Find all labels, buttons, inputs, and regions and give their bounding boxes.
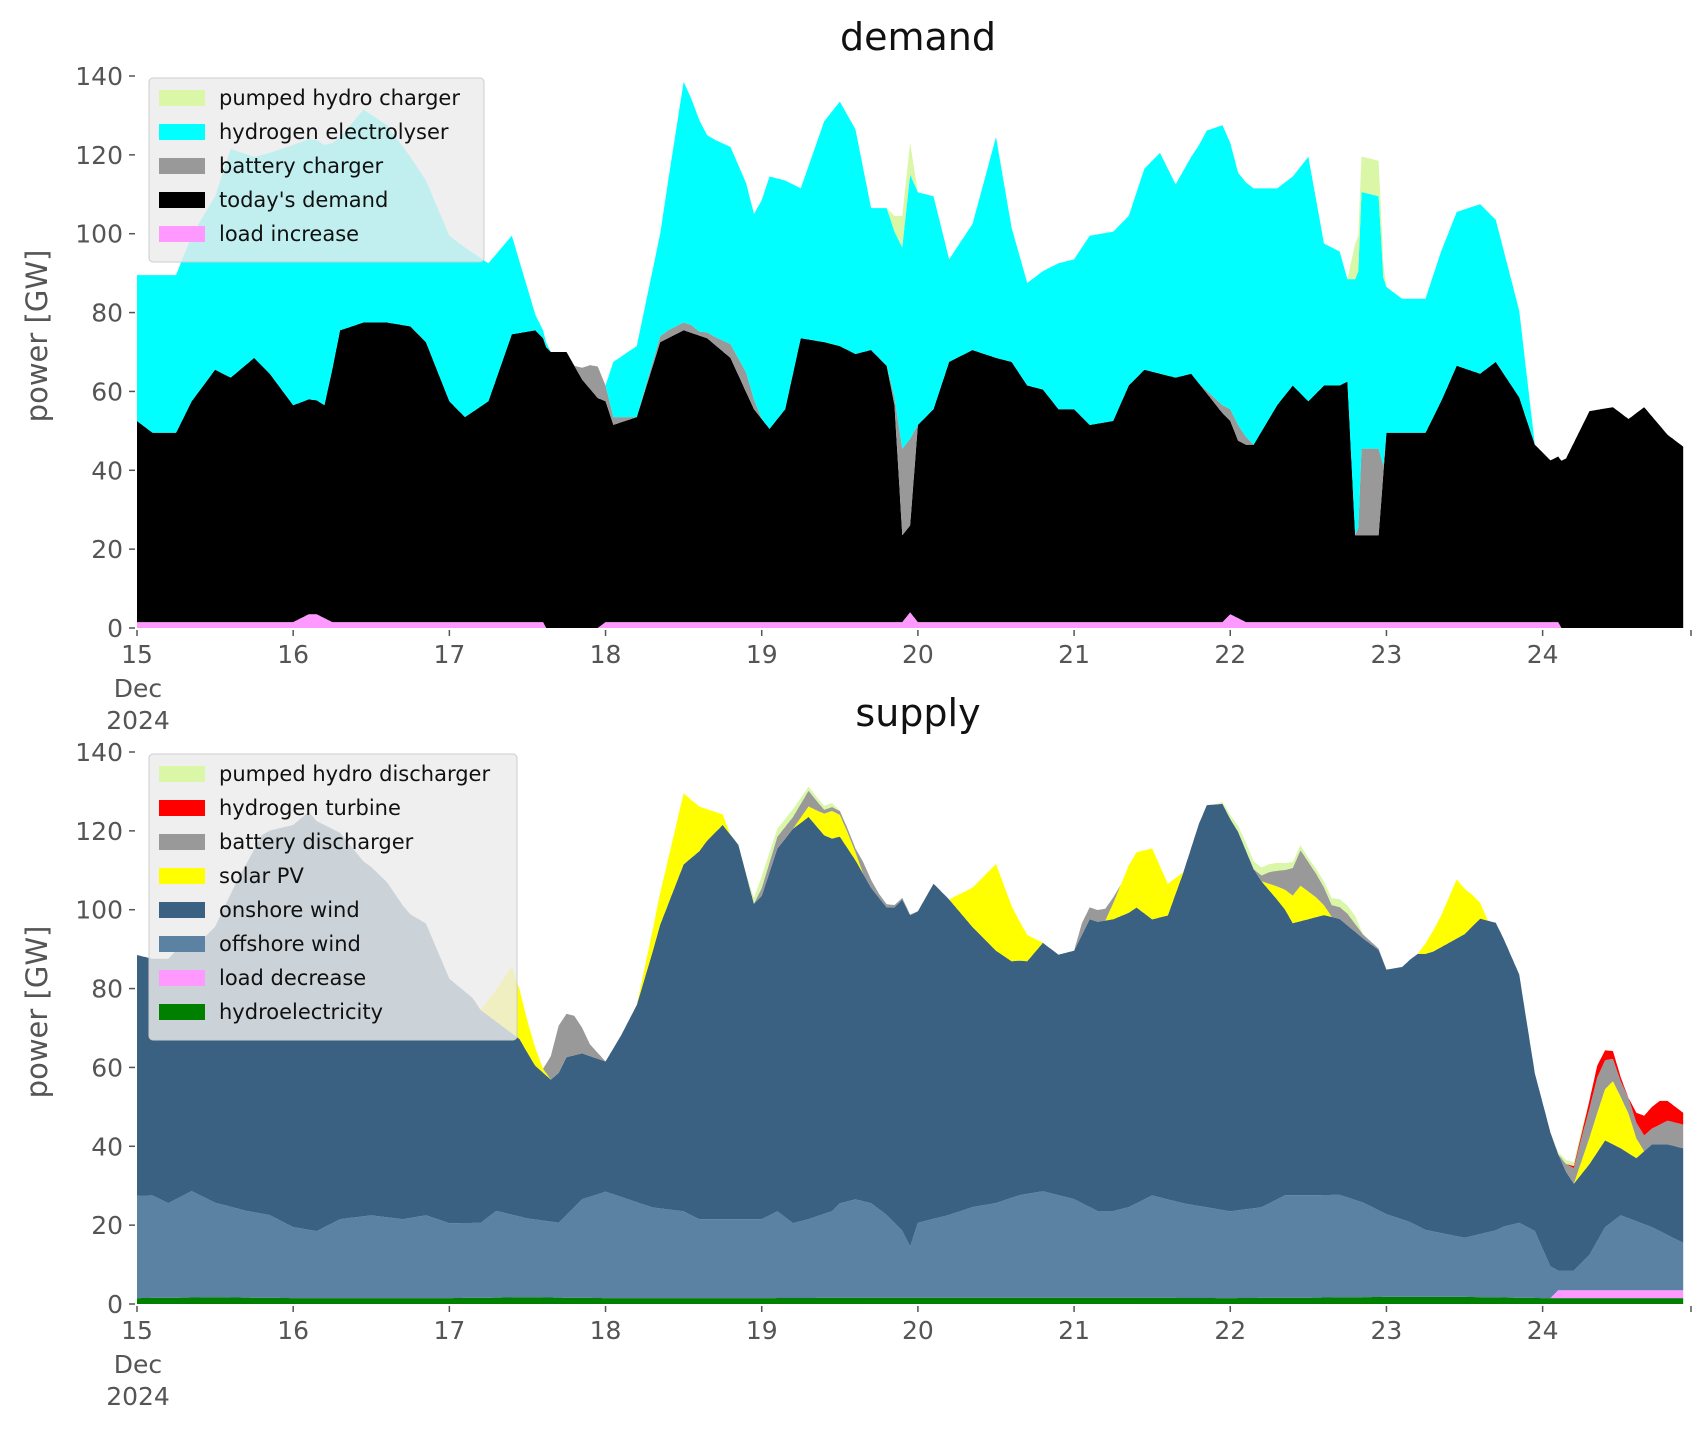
supply-series-hydroelectricity: [137, 1296, 1684, 1304]
supply-y-tick-label: 80: [91, 975, 123, 1004]
supply-legend-box: [148, 753, 518, 1041]
demand-x-tick-label: 16: [277, 640, 309, 669]
supply-x-tick-sublabel: Dec: [114, 1350, 162, 1379]
demand-series-pumped-hydro-charger: [137, 81, 1684, 461]
demand-x-tick-label: 18: [590, 640, 622, 669]
demand-y-tick-label: 80: [91, 299, 123, 328]
supply-y-tick-label: 20: [91, 1211, 123, 1240]
supply-series-onshore-wind: [137, 803, 1684, 1271]
supply-y-tick-label: 100: [75, 896, 123, 925]
supply-legend-swatch-battery-discharger: [159, 834, 205, 850]
demand-series-layer: [137, 81, 1684, 628]
supply-x-tick-label: 17: [433, 1316, 465, 1345]
demand-y-axis-label: power [GW]: [20, 250, 54, 423]
supply-legend-label-solar-pv: solar PV: [219, 864, 304, 888]
demand-x-tick-label: 17: [433, 640, 465, 669]
supply-chart-title: supply: [855, 691, 980, 735]
supply-legend-label-hydroelectricity: hydroelectricity: [219, 1000, 383, 1024]
demand-legend: pumped hydro charger hydrogen electrolyse…: [148, 77, 485, 263]
supply-legend-label-pumped-hydro-discharger: pumped hydro discharger: [219, 762, 490, 786]
demand-series-battery-charger: [137, 322, 1684, 536]
supply-y-tick-label: 120: [75, 817, 123, 846]
demand-series-today-s-demand: [137, 322, 1684, 628]
supply-legend-swatch-offshore-wind: [159, 936, 205, 952]
demand-y-tick-label: 120: [75, 141, 123, 170]
demand-y-tick-label: 20: [91, 535, 123, 564]
demand-y-tick-label: 60: [91, 377, 123, 406]
demand-y-tick-label: 140: [75, 62, 123, 91]
demand-x-tick-label: 15: [121, 640, 153, 669]
supply-series-battery-discharger: [137, 790, 1684, 1184]
supply-legend: pumped hydro discharger hydrogen turbine b…: [148, 753, 518, 1041]
demand-legend-label-hydrogen-electrolyser: hydrogen electrolyser: [219, 120, 449, 144]
supply-series-solar-pv: [137, 793, 1684, 1184]
demand-series-load-increase: [137, 612, 1684, 628]
demand-legend-label-pumped-hydro-charger: pumped hydro charger: [219, 86, 460, 110]
demand-x-tick-label: 21: [1058, 640, 1090, 669]
supply-x-tick-label: 21: [1058, 1316, 1090, 1345]
demand-legend-label-load-increase: load increase: [219, 222, 359, 246]
demand-axes: 0 20 40 60 80 100 120 140 15 16 17 18 19 20 21 22 23 24 De…: [75, 62, 1692, 735]
supply-x-tick-sublabel: 2024: [106, 1382, 170, 1411]
supply-x-tick-label: 15: [121, 1316, 153, 1345]
supply-legend-label-hydrogen-turbine: hydrogen turbine: [219, 796, 401, 820]
supply-legend-swatch-onshore-wind: [159, 902, 205, 918]
supply-chart: supply 0 20 40 60 80 100 120 140 15 16 17 18 19 20 21 2…: [20, 691, 1692, 1411]
demand-x-tick-label: 24: [1527, 640, 1559, 669]
demand-legend-box: [148, 77, 485, 263]
demand-chart: demand 0 20 40 60 80 100 120 140 15 16 17 18 19 20 21 2…: [20, 15, 1692, 735]
supply-x-tick-label: 20: [902, 1316, 934, 1345]
demand-x-tick-label: 23: [1371, 640, 1403, 669]
supply-series-layer: [137, 786, 1684, 1304]
supply-legend-swatch-hydrogen-turbine: [159, 800, 205, 816]
supply-x-tick-label: 23: [1371, 1316, 1403, 1345]
supply-legend-swatch-pumped-hydro-discharger: [159, 766, 205, 782]
supply-legend-swatch-load-decrease: [159, 970, 205, 986]
demand-x-tick-label: 19: [746, 640, 778, 669]
supply-x-tick-label: 24: [1527, 1316, 1559, 1345]
demand-x-tick-sublabel: Dec: [114, 674, 162, 703]
demand-legend-swatch-pumped-hydro-charger: [159, 90, 205, 106]
supply-legend-label-onshore-wind: onshore wind: [219, 898, 360, 922]
demand-x-tick-label: 22: [1214, 640, 1246, 669]
supply-legend-label-load-decrease: load decrease: [219, 966, 366, 990]
supply-legend-label-offshore-wind: offshore wind: [219, 932, 361, 956]
demand-x-tick-label: 20: [902, 640, 934, 669]
supply-x-tick-label: 22: [1214, 1316, 1246, 1345]
demand-x-tick-sublabel: 2024: [106, 706, 170, 735]
demand-legend-swatch-hydrogen-electrolyser: [159, 124, 205, 140]
demand-y-tick-label: 100: [75, 220, 123, 249]
supply-y-tick-label: 0: [107, 1290, 123, 1319]
demand-legend-swatch-today-s-demand: [159, 192, 205, 208]
supply-legend-swatch-solar-pv: [159, 868, 205, 884]
demand-legend-label-battery-charger: battery charger: [219, 154, 384, 178]
demand-legend-swatch-battery-charger: [159, 158, 205, 174]
supply-series-offshore-wind: [137, 1191, 1684, 1299]
demand-legend-label-today-s-demand: today's demand: [219, 188, 388, 212]
supply-y-tick-label: 60: [91, 1053, 123, 1082]
supply-y-tick-label: 140: [75, 738, 123, 767]
supply-x-tick-label: 16: [277, 1316, 309, 1345]
supply-x-tick-label: 18: [590, 1316, 622, 1345]
demand-series-hydrogen-electrolyser: [137, 81, 1684, 536]
supply-legend-swatch-hydroelectricity: [159, 1004, 205, 1020]
supply-axes: 0 20 40 60 80 100 120 140 15 16 17 18 19 20 21 22 23 24 De…: [75, 738, 1692, 1411]
demand-y-tick-label: 40: [91, 456, 123, 485]
supply-y-tick-label: 40: [91, 1132, 123, 1161]
demand-chart-title: demand: [840, 15, 996, 59]
supply-legend-label-battery-discharger: battery discharger: [219, 830, 414, 854]
demand-y-tick-label: 0: [107, 614, 123, 643]
supply-y-axis-label: power [GW]: [20, 926, 54, 1099]
supply-x-tick-label: 19: [746, 1316, 778, 1345]
demand-legend-swatch-load-increase: [159, 226, 205, 242]
